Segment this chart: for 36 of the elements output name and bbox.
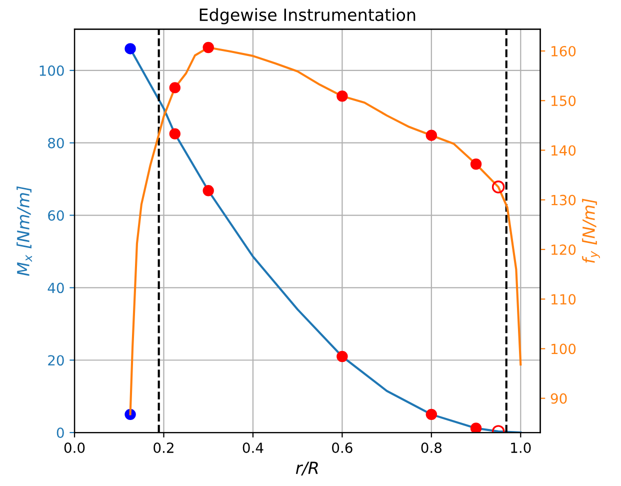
point [492, 180, 505, 194]
y-tick-label: 0 [56, 428, 64, 438]
point [202, 42, 214, 54]
x-tick-label: 0.6 [332, 442, 352, 454]
y2-tick-label: 110 [552, 294, 576, 305]
point [426, 408, 438, 420]
y2-tick-label: 100 [552, 344, 576, 354]
point [470, 422, 482, 433]
y-tick-label: 20 [48, 355, 64, 366]
y2-tick-label: 130 [552, 194, 576, 206]
y-tick-label: 60 [48, 210, 64, 221]
point [470, 158, 482, 170]
x-axis-title: r/R [296, 462, 318, 476]
y2-tick-label: 140 [552, 145, 576, 156]
chart-title: Edgewise Instrumentation [200, 8, 416, 24]
point [202, 185, 214, 196]
y-axis-title: M$_{x}$ [Nm/m] [16, 186, 32, 276]
point [124, 43, 136, 54]
y2-tick-label: 90 [550, 393, 567, 404]
x-tick-label: 0.8 [421, 442, 442, 454]
point [336, 350, 348, 362]
point [169, 128, 181, 140]
point [426, 130, 438, 141]
y2-tick-label: 150 [552, 96, 576, 106]
x-tick-label: 0.4 [242, 442, 264, 454]
x-tick-label: 0.2 [154, 442, 174, 454]
y2-tick-label: 160 [552, 46, 576, 56]
x-tick-label: 0.0 [64, 442, 85, 454]
x-tick-label: 1.0 [511, 442, 531, 454]
y-tick-label: 100 [40, 65, 64, 76]
point [169, 82, 181, 94]
y2-tick-label: 120 [552, 244, 576, 255]
y2-axis-title: f$_{y}$ [N/m] [582, 198, 600, 263]
y-tick-label: 40 [48, 282, 64, 294]
point [336, 90, 348, 102]
y-tick-label: 80 [48, 138, 64, 148]
